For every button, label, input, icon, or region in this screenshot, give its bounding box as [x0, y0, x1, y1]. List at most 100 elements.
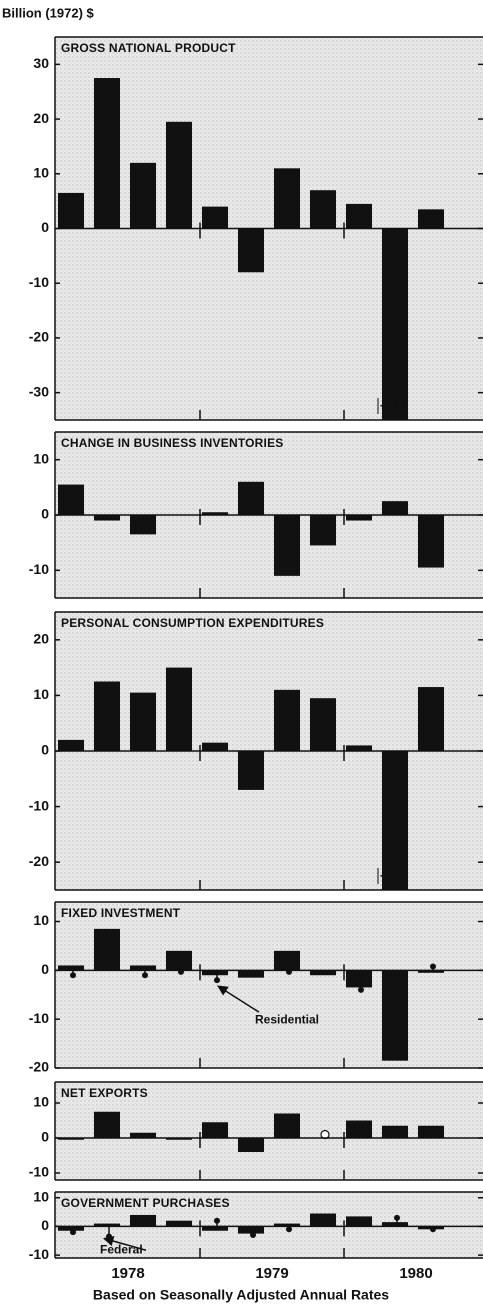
bar [166, 667, 192, 751]
bar [166, 121, 192, 229]
bar [418, 970, 444, 973]
bar [274, 515, 300, 576]
bar [58, 484, 84, 515]
bar [130, 692, 156, 751]
annotation: Federal [100, 1242, 143, 1256]
bar [418, 1125, 444, 1138]
bar [346, 745, 372, 751]
bar [310, 970, 336, 976]
annotation-arrow [217, 985, 260, 1013]
bar [346, 1216, 372, 1227]
x-tick-label: 1979 [255, 1265, 288, 1282]
bar [274, 168, 300, 229]
y-tick-label: -20 [29, 853, 49, 869]
bar [418, 515, 444, 568]
value-label: -36.1 [380, 398, 408, 412]
bar [130, 515, 156, 535]
y-tick-label: 0 [41, 961, 49, 977]
y-tick-label: 0 [41, 219, 49, 235]
bar [58, 739, 84, 751]
panel-marks [58, 928, 444, 1061]
y-unit-label: Billion (1972) $ [2, 5, 95, 20]
bar [166, 1138, 192, 1140]
bar [382, 228, 408, 420]
y-tick-label: -10 [29, 1164, 49, 1180]
bar [238, 1138, 264, 1152]
marker-dot [430, 1226, 436, 1233]
marker-dot [142, 972, 148, 979]
y-tick-label: 20 [33, 631, 49, 647]
bar [346, 1120, 372, 1138]
panel-marks [58, 1111, 444, 1152]
bar [382, 751, 408, 890]
bar [418, 209, 444, 229]
bar [274, 950, 300, 971]
bar [274, 1113, 300, 1138]
bar [202, 512, 228, 515]
y-tick-label: -10 [29, 274, 49, 290]
y-tick-label: 0 [41, 506, 49, 522]
bar [94, 515, 120, 521]
y-tick-label: 10 [33, 1188, 49, 1204]
bar [238, 751, 264, 790]
bar [130, 162, 156, 229]
bar [202, 742, 228, 751]
bar [202, 1226, 228, 1231]
marker-dot [214, 977, 220, 984]
y-tick-label: 30 [33, 55, 49, 71]
y-tick-label: -30 [29, 383, 49, 399]
bar [202, 206, 228, 229]
bar [94, 681, 120, 751]
bar [166, 1220, 192, 1227]
bar [130, 1214, 156, 1227]
bar [310, 515, 336, 546]
bar [94, 1111, 120, 1138]
y-tick-label: -10 [29, 1010, 49, 1026]
bar [382, 1125, 408, 1138]
y-tick-label: -20 [29, 329, 49, 345]
bar [238, 1226, 264, 1234]
y-tick-label: -10 [29, 561, 49, 577]
y-tick-label: 0 [41, 1217, 49, 1233]
bar [58, 192, 84, 229]
footnote: Based on Seasonally Adjusted Annual Rate… [93, 1287, 389, 1303]
bar [130, 965, 156, 971]
panel-title: NET EXPORTS [61, 1086, 148, 1100]
bar [202, 1122, 228, 1138]
annotation: Residential [255, 1012, 319, 1026]
y-tick-label: 20 [33, 110, 49, 126]
bar [166, 950, 192, 971]
bar [94, 1223, 120, 1227]
y-tick-label: 10 [33, 686, 49, 702]
marker-dot [70, 1229, 76, 1236]
panel-background [55, 902, 483, 1068]
bar [346, 203, 372, 229]
panel-marks [58, 667, 444, 890]
y-tick-label: -10 [29, 797, 49, 813]
y-tick-label: -20 [29, 1059, 49, 1075]
y-tick-label: -10 [29, 1246, 49, 1262]
bar [274, 689, 300, 751]
x-tick-label: 1980 [399, 1265, 432, 1282]
bar [310, 1213, 336, 1227]
bar [238, 970, 264, 978]
bar [346, 515, 372, 521]
bar [202, 970, 228, 976]
marker-dot [250, 1232, 256, 1239]
bar [94, 928, 120, 971]
marker-dot [394, 1214, 400, 1221]
bar [310, 698, 336, 751]
panel-title: GOVERNMENT PURCHASES [61, 1196, 230, 1210]
bar [382, 970, 408, 1061]
y-tick-label: 0 [41, 742, 49, 758]
bar [382, 1222, 408, 1227]
x-tick-label: 1978 [111, 1265, 144, 1282]
marker-dot [430, 963, 436, 970]
bar [58, 1226, 84, 1231]
y-tick-label: 10 [33, 164, 49, 180]
y-tick-label: 10 [33, 450, 49, 466]
bar [94, 78, 120, 229]
bar [418, 687, 444, 751]
panel-title: FIXED INVESTMENT [61, 906, 181, 920]
